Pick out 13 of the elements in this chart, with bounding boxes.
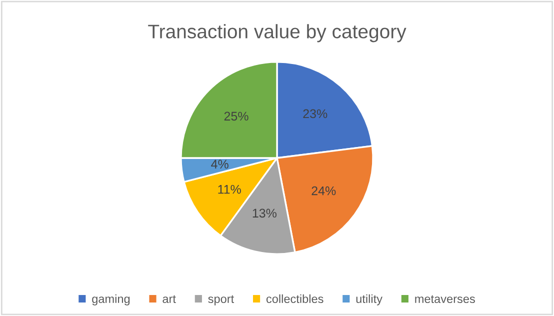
legend-label: metaverses: [415, 295, 475, 304]
legend-label: gaming: [92, 294, 130, 306]
data-label: 4%: [211, 160, 228, 169]
data-label: 11%: [218, 184, 241, 194]
data-label: 23%: [303, 109, 328, 118]
data-label: 25%: [224, 112, 248, 121]
chart-title: Transaction value by category: [148, 24, 406, 42]
legend-label: utility: [356, 294, 382, 306]
data-label: 24%: [312, 186, 336, 196]
legend-label: sport: [208, 295, 234, 306]
legend-label: collectibles: [266, 294, 324, 304]
legend-label: art: [162, 295, 176, 304]
data-label: 13%: [252, 208, 276, 218]
